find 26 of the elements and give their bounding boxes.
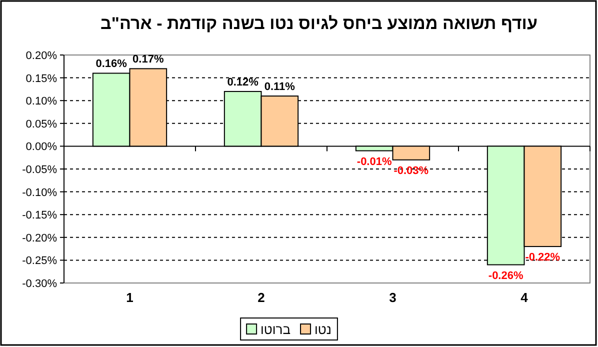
data-label: 0.12%: [227, 76, 259, 88]
data-label: -0.01%: [356, 156, 392, 168]
y-tick-label: -0.10%: [22, 186, 58, 199]
y-tick-label: -0.15%: [22, 210, 58, 222]
y-tick-label: -0.20%: [22, 232, 58, 244]
x-tick-label: 3: [389, 290, 396, 305]
y-tick-label: 0.00%: [26, 141, 58, 154]
y-tick-label: -0.05%: [22, 164, 58, 176]
y-tick-label: 0.05%: [26, 118, 58, 130]
legend-label: ברוטו: [260, 322, 291, 337]
data-label: -0.03%: [394, 164, 429, 177]
y-tick-label: 0.20%: [26, 50, 58, 62]
data-label: -0.22%: [525, 252, 560, 264]
y-tick-label: 0.10%: [26, 96, 58, 108]
x-tick-label: 2: [258, 290, 265, 305]
x-tick-label: 1: [126, 290, 134, 305]
x-tick-label: 4: [520, 290, 529, 305]
data-label: 0.17%: [132, 54, 164, 66]
chart-title: עודף תשואה ממוצע ביחס לגיוס נטו בשנה קודמת - ארה"ב: [100, 14, 538, 33]
data-label: 0.11%: [264, 81, 296, 94]
legend-label: נטו: [314, 322, 332, 337]
y-tick-label: 0.15%: [26, 72, 58, 85]
y-tick-label: -0.25%: [22, 255, 58, 268]
data-label: -0.26%: [488, 270, 524, 282]
y-tick-label: -0.30%: [22, 278, 58, 290]
data-label: 0.16%: [96, 58, 128, 70]
